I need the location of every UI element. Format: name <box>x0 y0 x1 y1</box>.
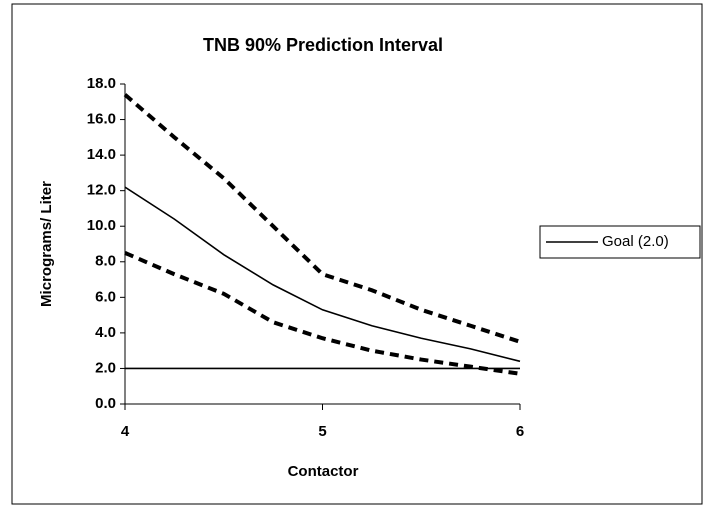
line-series <box>124 186 521 363</box>
y-tick-label: 16.0 <box>87 111 116 128</box>
y-tick-label: 2.0 <box>95 359 116 376</box>
y-tick-label: 18.0 <box>87 75 116 92</box>
x-tick-label: 6 <box>516 423 524 440</box>
legend-label: Goal (2.0) <box>602 233 669 250</box>
x-tick-label: 5 <box>318 423 326 440</box>
x-tick-label: 4 <box>121 423 130 440</box>
line-series <box>124 251 521 376</box>
y-tick-label: 0.0 <box>95 395 116 412</box>
y-tick-label: 6.0 <box>95 288 116 305</box>
y-axis-label: Micrograms/ Liter <box>38 181 55 307</box>
y-tick-label: 12.0 <box>87 182 116 199</box>
x-axis-label: Contactor <box>288 463 359 480</box>
y-tick-label: 10.0 <box>87 217 116 234</box>
y-tick-label: 4.0 <box>95 324 116 341</box>
y-tick-label: 14.0 <box>87 146 116 163</box>
chart-title: TNB 90% Prediction Interval <box>203 35 443 55</box>
line-series <box>123 93 521 344</box>
y-tick-label: 8.0 <box>95 253 116 270</box>
